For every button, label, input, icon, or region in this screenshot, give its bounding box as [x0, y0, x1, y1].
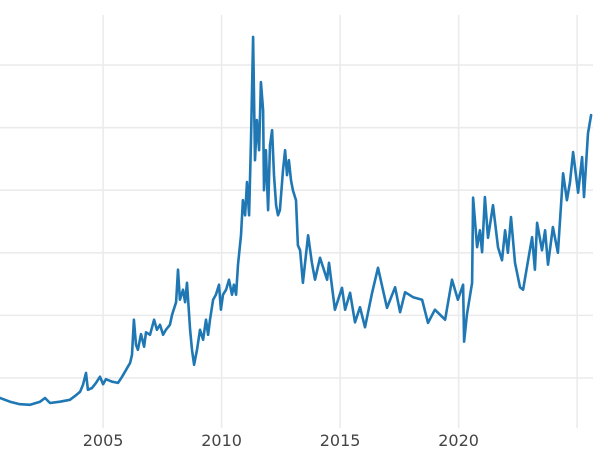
x-tick-label-2020: 2020	[438, 431, 479, 450]
x-tick-label-2005: 2005	[83, 431, 124, 450]
series-group	[0, 35, 593, 407]
x-gridlines	[102, 15, 578, 428]
y-gridlines	[0, 64, 593, 379]
x-tick-label-2015: 2015	[320, 431, 361, 450]
x-tick-label-2010: 2010	[201, 431, 242, 450]
x-tick-labels: 2005 2010 2015 2020	[83, 431, 479, 450]
series-line-0	[0, 35, 593, 407]
